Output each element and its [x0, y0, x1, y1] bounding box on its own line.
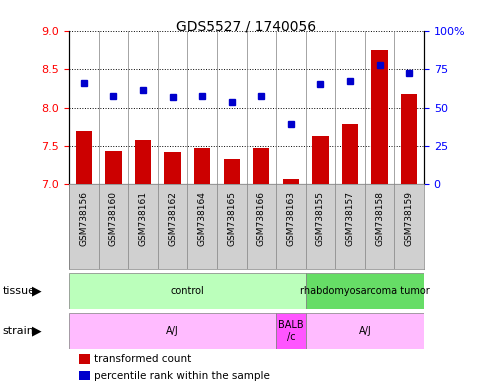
Bar [342, 124, 358, 184]
Bar [106, 151, 122, 184]
Bar [69, 273, 306, 309]
Bar [401, 94, 417, 184]
Text: GSM738166: GSM738166 [257, 191, 266, 246]
Bar [306, 313, 424, 349]
Text: GSM738165: GSM738165 [227, 191, 236, 246]
Bar [135, 140, 151, 184]
Text: strain: strain [2, 326, 35, 336]
Text: rhabdomyosarcoma tumor: rhabdomyosarcoma tumor [300, 286, 430, 296]
Text: GSM738163: GSM738163 [286, 191, 295, 246]
Bar [276, 313, 306, 349]
Text: GSM738164: GSM738164 [198, 191, 207, 246]
Text: GSM738157: GSM738157 [346, 191, 354, 246]
Text: GSM738158: GSM738158 [375, 191, 384, 246]
Bar [165, 152, 181, 184]
Text: percentile rank within the sample: percentile rank within the sample [94, 371, 270, 381]
Text: GSM738161: GSM738161 [139, 191, 147, 246]
Text: ▶: ▶ [32, 285, 42, 297]
Bar [253, 148, 269, 184]
Bar [306, 273, 424, 309]
Bar [313, 136, 329, 184]
Text: GSM738155: GSM738155 [316, 191, 325, 246]
Text: BALB
/c: BALB /c [278, 320, 304, 342]
Text: A/J: A/J [358, 326, 371, 336]
Text: GSM738159: GSM738159 [405, 191, 414, 246]
Text: A/J: A/J [166, 326, 179, 336]
Bar [194, 148, 211, 184]
Text: GSM738162: GSM738162 [168, 191, 177, 246]
Text: control: control [171, 286, 204, 296]
Text: transformed count: transformed count [94, 354, 191, 364]
Bar [224, 159, 240, 184]
Bar [69, 313, 276, 349]
Text: GSM738160: GSM738160 [109, 191, 118, 246]
Bar [76, 131, 92, 184]
Text: ▶: ▶ [32, 325, 42, 338]
Text: tissue: tissue [2, 286, 35, 296]
Bar [283, 179, 299, 184]
Bar [372, 50, 387, 184]
Text: GSM738156: GSM738156 [79, 191, 88, 246]
Text: GDS5527 / 1740056: GDS5527 / 1740056 [176, 19, 317, 33]
